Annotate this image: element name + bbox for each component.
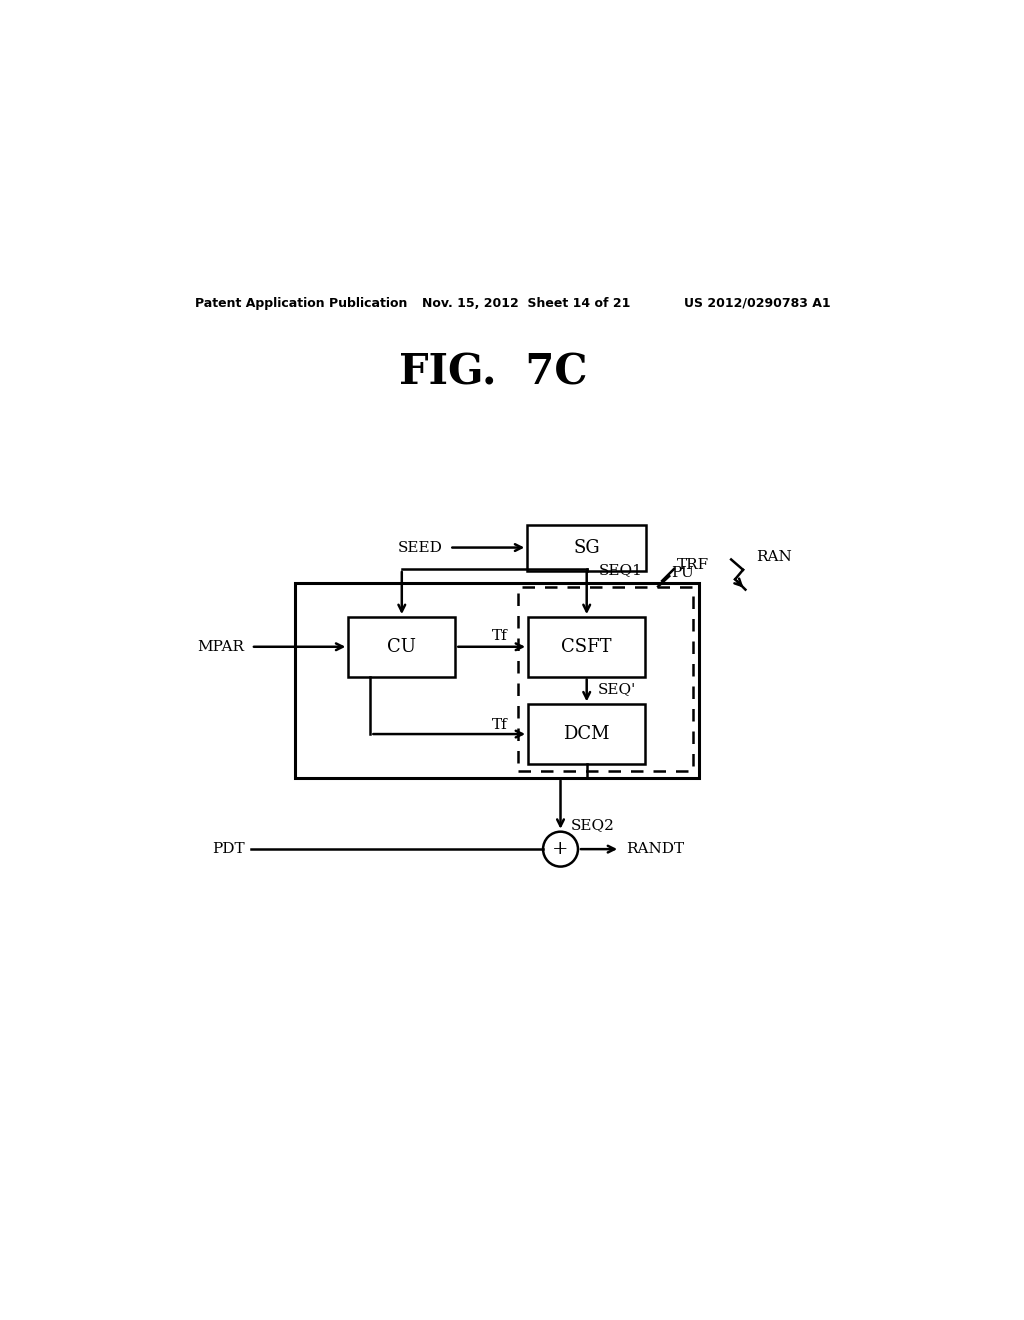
Text: +: + bbox=[552, 840, 568, 858]
Text: DCM: DCM bbox=[563, 725, 610, 743]
Text: Tf: Tf bbox=[492, 718, 507, 731]
Text: CSFT: CSFT bbox=[561, 638, 612, 656]
Text: Nov. 15, 2012  Sheet 14 of 21: Nov. 15, 2012 Sheet 14 of 21 bbox=[422, 297, 630, 310]
Text: PU: PU bbox=[672, 566, 694, 579]
Text: SEED: SEED bbox=[398, 541, 443, 554]
Bar bbox=[295, 583, 699, 777]
Text: RANDT: RANDT bbox=[627, 842, 684, 857]
Text: FIG.  7C: FIG. 7C bbox=[398, 352, 588, 393]
Text: CU: CU bbox=[387, 638, 417, 656]
Bar bbox=[527, 524, 646, 570]
Text: PDT: PDT bbox=[212, 842, 245, 857]
Text: TRF: TRF bbox=[677, 558, 710, 572]
Text: MPAR: MPAR bbox=[198, 640, 245, 653]
Text: US 2012/0290783 A1: US 2012/0290783 A1 bbox=[684, 297, 830, 310]
Bar bbox=[528, 705, 645, 764]
Text: SEQ': SEQ' bbox=[598, 682, 636, 696]
Bar bbox=[528, 616, 645, 677]
Text: SEQ1: SEQ1 bbox=[599, 562, 642, 577]
Bar bbox=[348, 616, 456, 677]
Text: Patent Application Publication: Patent Application Publication bbox=[196, 297, 408, 310]
Bar bbox=[518, 587, 693, 771]
Text: SG: SG bbox=[573, 539, 600, 557]
Text: RAN: RAN bbox=[757, 550, 793, 564]
Text: SEQ2: SEQ2 bbox=[570, 818, 614, 833]
Text: Tf: Tf bbox=[492, 630, 507, 643]
